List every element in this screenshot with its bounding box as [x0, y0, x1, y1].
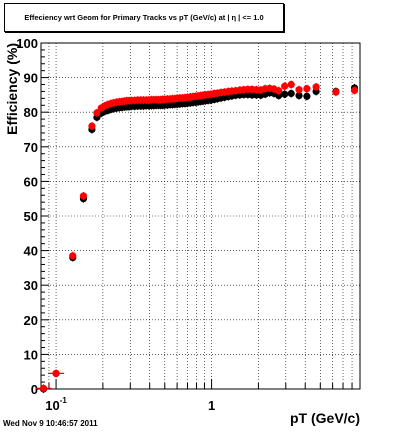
- axis-ticks: [40, 42, 361, 390]
- data-point: [287, 89, 295, 98]
- y-tick-label: 50: [24, 209, 38, 224]
- data-point: [295, 86, 303, 94]
- data-point: [350, 86, 359, 95]
- data-point: [52, 369, 60, 378]
- data-point: [312, 83, 320, 91]
- tick-labels: 0 10 20 30 40 50 60 70 80 90 100 10-1 1: [16, 36, 215, 413]
- data-points: [35, 80, 359, 393]
- data-point: [281, 90, 289, 98]
- data-point: [88, 122, 96, 130]
- y-tick-label: 0: [31, 382, 38, 397]
- x-tick-label: 1: [208, 398, 215, 413]
- y-tick-label: 10: [24, 347, 38, 362]
- data-point: [39, 384, 48, 392]
- y-tick-label: 30: [24, 278, 38, 293]
- data-point: [303, 85, 311, 93]
- data-point: [93, 109, 101, 117]
- data-point: [303, 92, 311, 100]
- x-axis-label: pT (GeV/c): [290, 410, 360, 426]
- y-tick-label: 20: [24, 313, 38, 328]
- y-tick-label: 90: [24, 71, 38, 86]
- y-axis-label: Efficiency (%): [4, 43, 20, 135]
- data-point: [69, 252, 77, 260]
- chart-title: Effeciency wrt Geom for Primary Tracks v…: [4, 3, 284, 32]
- y-tick-label: 80: [24, 105, 38, 120]
- data-point: [295, 91, 303, 100]
- y-tick-label: 60: [24, 174, 38, 189]
- timestamp: Wed Nov 9 10:46:57 2011: [3, 419, 98, 428]
- data-point: [275, 87, 283, 95]
- y-tick-label: 70: [24, 140, 38, 155]
- data-point: [79, 192, 88, 200]
- x-tick-label: 10-1: [45, 396, 67, 413]
- data-point: [287, 80, 295, 89]
- y-tick-label: 100: [16, 36, 38, 51]
- data-point: [281, 82, 289, 90]
- y-tick-label: 40: [24, 244, 38, 259]
- data-point: [332, 88, 340, 96]
